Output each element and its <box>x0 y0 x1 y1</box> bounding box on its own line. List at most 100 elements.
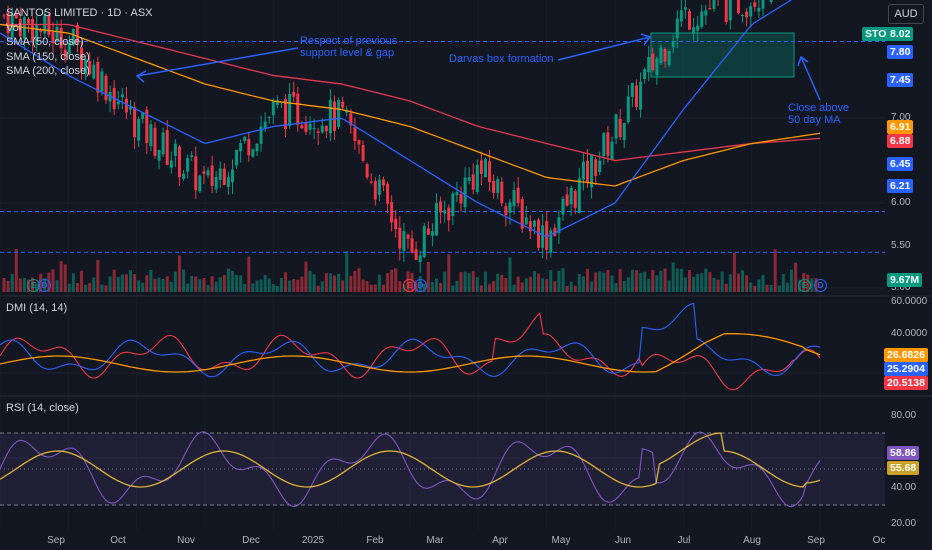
candle-body <box>165 130 169 165</box>
volume-bar <box>316 285 320 292</box>
candle-body <box>520 199 524 229</box>
price-tick: 5.00 <box>891 282 911 293</box>
volume-bar <box>361 279 365 292</box>
candle-body <box>728 0 732 21</box>
candle-body <box>304 123 308 132</box>
dmi-title[interactable]: DMI (14, 14) <box>6 302 68 314</box>
volume-bar <box>210 276 214 292</box>
dividend-marker[interactable]: D <box>814 279 827 292</box>
volume-bar <box>626 277 630 292</box>
candle-body <box>239 143 243 152</box>
volume-bar <box>128 270 132 292</box>
volume-bar <box>773 249 777 292</box>
candle-body <box>373 181 377 200</box>
volume-bar <box>173 271 177 292</box>
volume-bar <box>732 252 736 292</box>
candle-body <box>141 112 145 119</box>
volume-bar <box>239 275 243 292</box>
legend-sma200[interactable]: SMA (200, close) <box>6 65 90 78</box>
volume-bar <box>500 274 504 292</box>
dmi-pane <box>0 302 821 391</box>
volume-bar <box>194 276 198 292</box>
volume-bar <box>655 275 659 292</box>
candle-body <box>177 146 181 178</box>
volume-bar <box>337 273 341 292</box>
grid-lines <box>0 117 885 459</box>
candle-body <box>88 61 92 75</box>
volume-bar <box>14 249 18 292</box>
candle-body <box>422 226 426 257</box>
volume-bar <box>92 277 96 292</box>
currency-selector[interactable]: AUD <box>888 4 924 24</box>
level-badge: 6.45 <box>887 157 914 171</box>
symbol-title[interactable]: SANTOS LIMITED · 1D · ASX <box>6 7 153 19</box>
price-tick: 5.50 <box>891 240 911 251</box>
volume-bar <box>728 274 732 292</box>
volume-bar <box>300 276 304 292</box>
volume-bar <box>112 269 116 292</box>
candle-body <box>316 131 320 133</box>
volume-bar <box>496 273 500 292</box>
annotation-line: support level & gap <box>300 47 395 59</box>
candle-body <box>569 187 573 205</box>
candle-body <box>210 165 214 186</box>
earnings-marker[interactable]: E <box>798 279 811 292</box>
x-tick: Apr <box>492 535 508 546</box>
price-tick: 6.00 <box>891 197 911 208</box>
annotation-close-above: Close above 50 day MA <box>788 102 849 126</box>
volume-bar <box>120 274 124 292</box>
volume-bar <box>577 273 581 292</box>
dividend-marker[interactable]: D <box>38 279 51 292</box>
volume-bar <box>182 269 186 292</box>
legend-sma150[interactable]: SMA (150, close) <box>6 50 90 63</box>
candle-body <box>451 193 455 216</box>
chart-legend: SANTOS LIMITED · 1D · ASX Vol SMA (50, c… <box>6 6 153 79</box>
rsi-title[interactable]: RSI (14, close) <box>6 402 79 414</box>
volume-bar <box>675 268 679 292</box>
candle-body <box>414 249 418 261</box>
legend-vol[interactable]: Vol <box>6 21 22 34</box>
volume-bar <box>516 276 520 292</box>
volume-bar <box>451 285 455 292</box>
candle-body <box>157 150 161 161</box>
volume-bar <box>671 262 675 292</box>
volume-bar <box>749 282 753 292</box>
darvas-box <box>650 32 795 78</box>
volume-bar <box>512 284 516 292</box>
volume-bar <box>688 270 692 292</box>
candle-body <box>120 94 124 98</box>
candle-body <box>182 173 186 179</box>
candle-body <box>745 11 749 18</box>
legend-sma50[interactable]: SMA (50, close) <box>6 36 84 49</box>
volume-bar <box>71 273 75 292</box>
volume-bar <box>557 270 561 292</box>
candle-body <box>251 149 255 157</box>
candle-body <box>549 230 553 253</box>
volume-bar <box>218 277 222 292</box>
dividend-marker[interactable]: D <box>414 279 427 292</box>
volume-bar <box>447 254 451 292</box>
candle-body <box>594 159 598 176</box>
volume-bar <box>198 279 202 292</box>
last-price-label: STO <box>862 27 890 41</box>
candle-body <box>557 217 561 233</box>
volume-bar <box>243 283 247 292</box>
volume-bar <box>390 269 394 292</box>
volume-bar <box>63 264 67 292</box>
volume-bar <box>696 274 700 292</box>
volume-bar <box>545 279 549 292</box>
volume-bar <box>643 271 647 292</box>
candle-body <box>341 101 345 108</box>
x-tick: Oc <box>872 535 886 546</box>
candle-body <box>243 136 247 141</box>
candle-body <box>357 140 361 145</box>
annotation-arrows <box>135 33 821 101</box>
candle-body <box>353 127 357 141</box>
candle-body <box>479 160 483 174</box>
volume-bar <box>745 275 749 292</box>
candle-body <box>255 143 259 152</box>
candle-body <box>741 15 745 17</box>
volume-bar <box>479 285 483 292</box>
candle-body <box>577 178 581 213</box>
